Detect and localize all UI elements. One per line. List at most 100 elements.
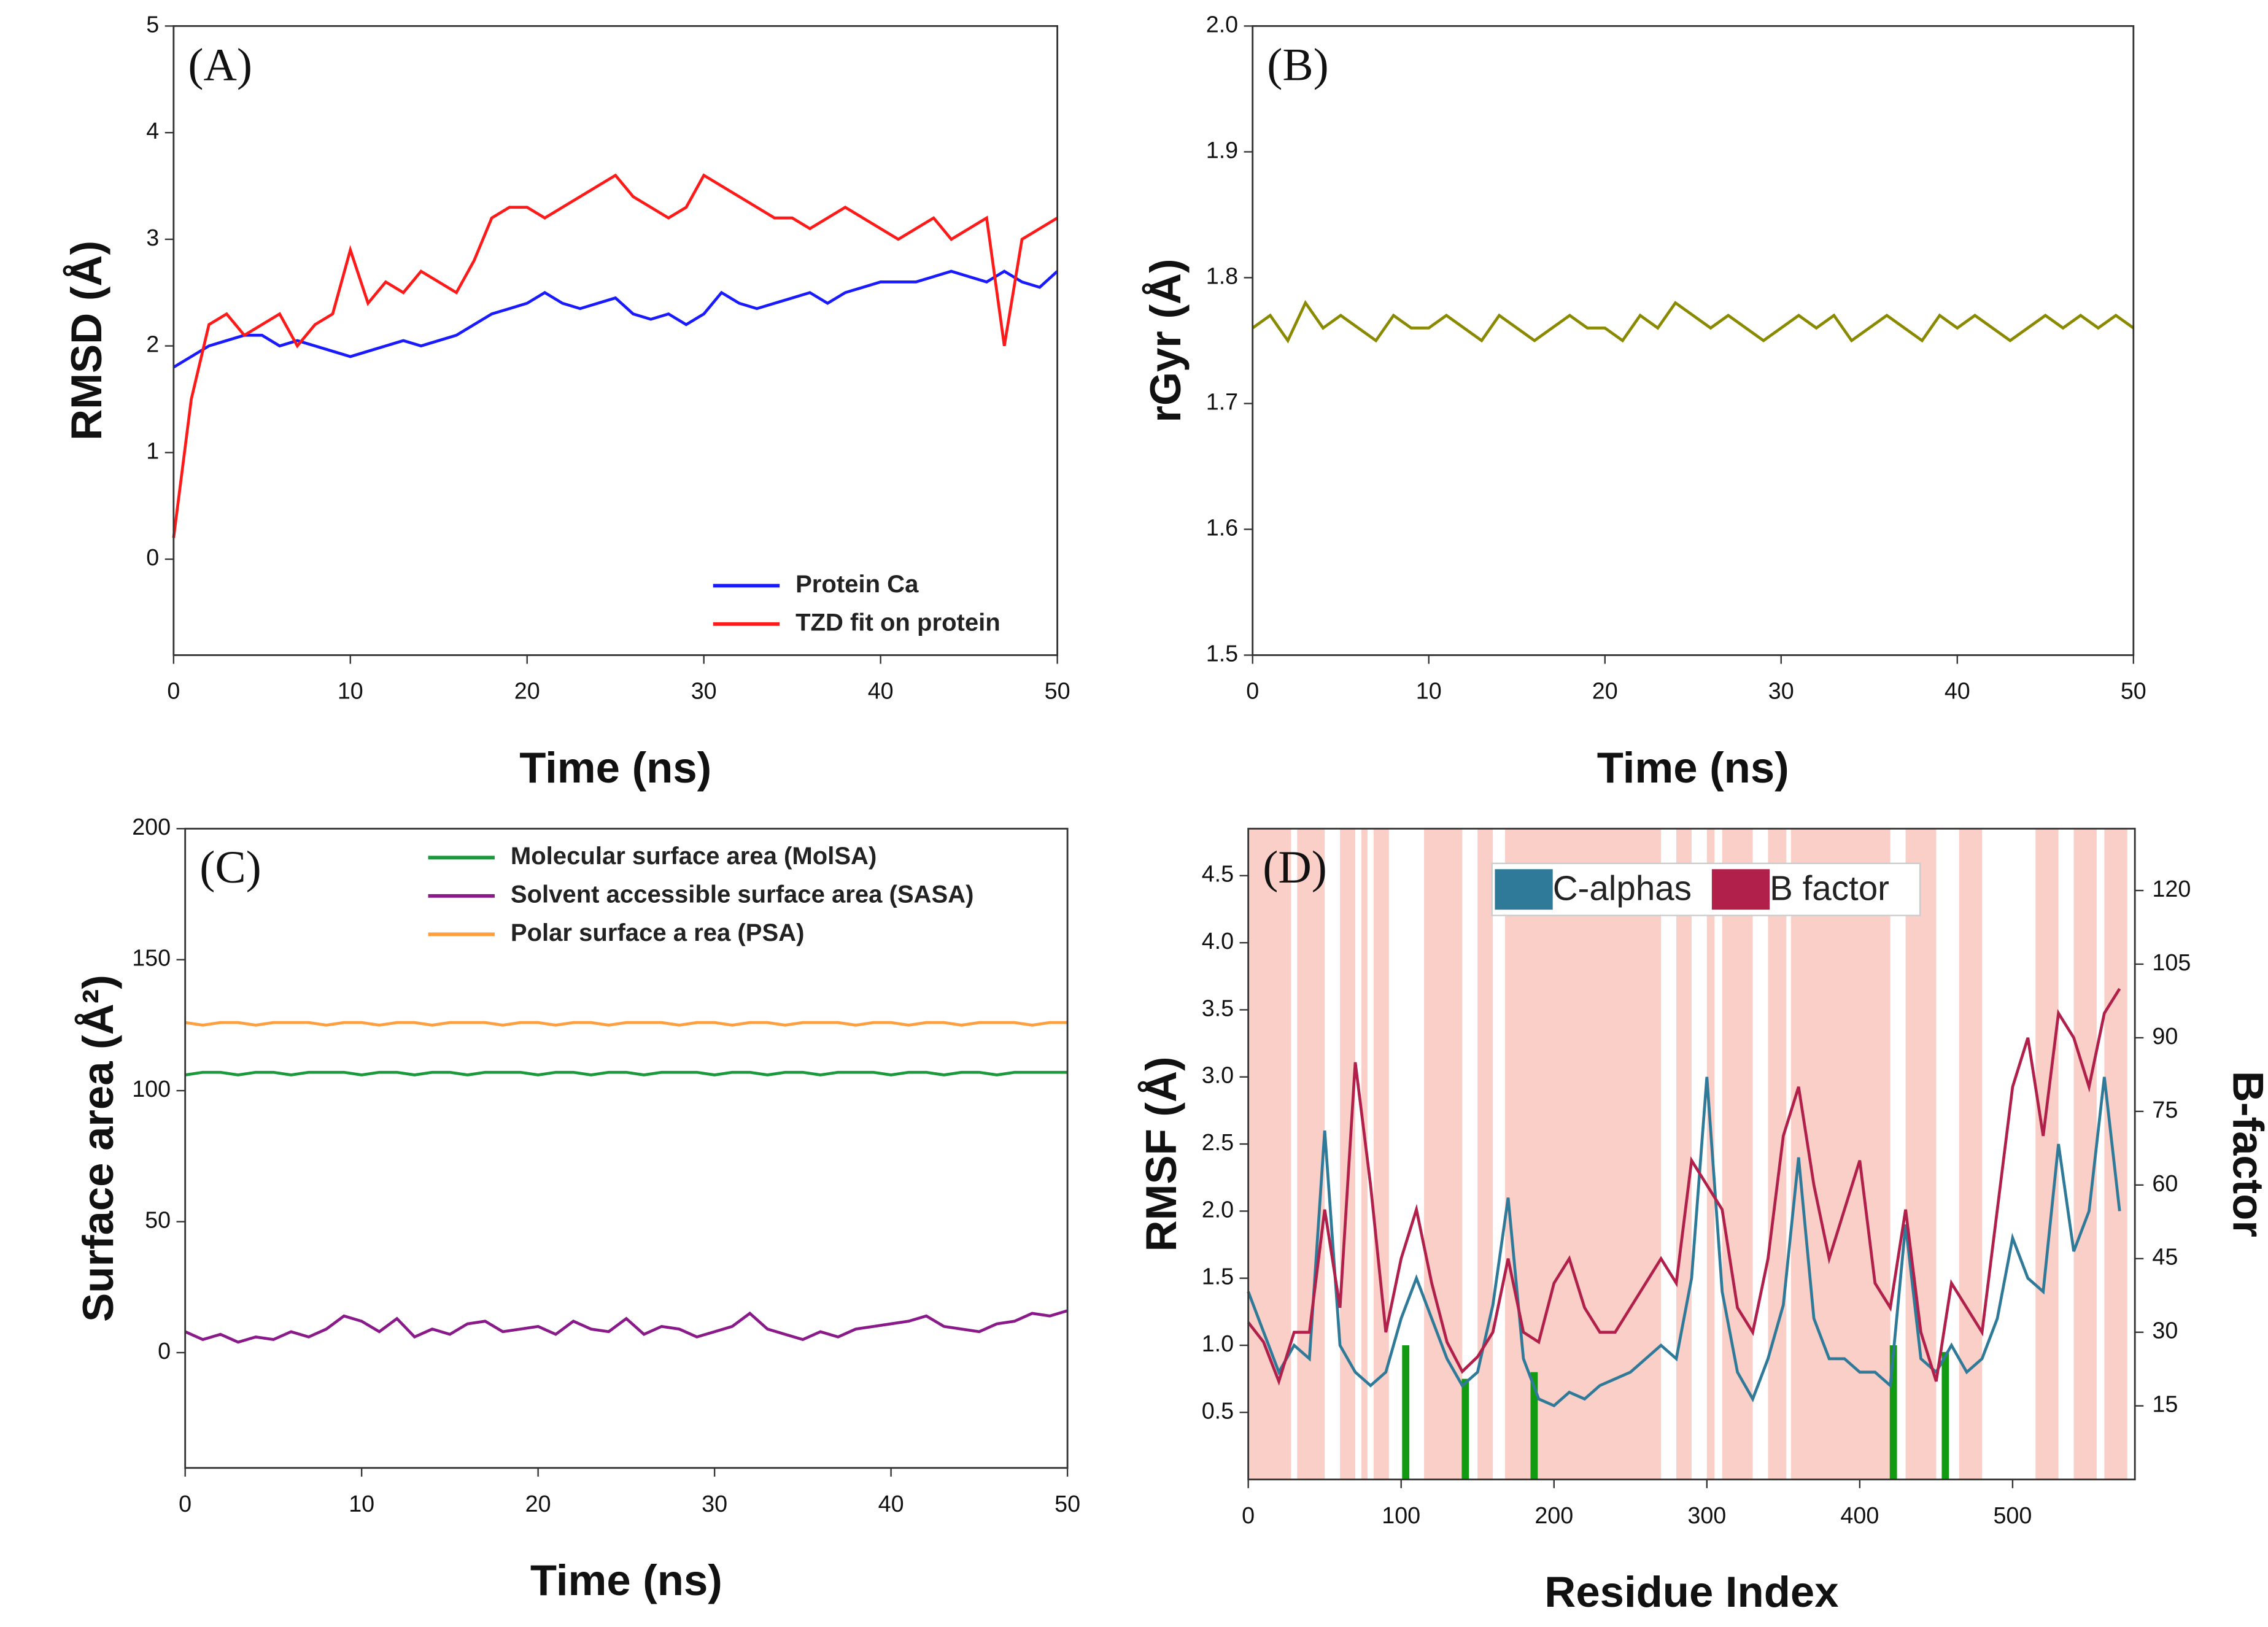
y2-tick-label: 15 [2152, 1391, 2178, 1417]
y-axis-label: Surface area (Å²) [74, 975, 122, 1322]
series-line [184, 1309, 1068, 1344]
x-tick-label: 40 [1945, 678, 1970, 704]
x-tick-label: 500 [1993, 1502, 2032, 1528]
y2-tick-label: 120 [2152, 876, 2191, 902]
x-tick-label: 0 [1246, 678, 1259, 704]
x-tick-label: 10 [349, 1491, 374, 1517]
series-line [172, 269, 1059, 369]
highlight-region [2073, 829, 2097, 1480]
highlight-region [1505, 829, 1662, 1480]
y-tick-label: 0.5 [1202, 1397, 1234, 1423]
y2-tick-label: 90 [2152, 1023, 2178, 1049]
legend-label: Solvent accessible surface area (SASA) [511, 881, 974, 908]
x-tick-label: 50 [2121, 678, 2146, 704]
y-tick-label: 200 [132, 814, 171, 840]
y2-tick-label: 45 [2152, 1244, 2178, 1270]
x-tick-label: 0 [167, 678, 180, 704]
y-tick-label: 3.5 [1202, 995, 1234, 1021]
y2-axis-label: B-factor [2224, 1071, 2268, 1237]
x-tick-label: 100 [1382, 1502, 1420, 1528]
x-tick-label: 30 [702, 1491, 727, 1517]
y-axis-label: RMSF (Å) [1137, 1056, 1185, 1251]
y2-tick-label: 75 [2152, 1097, 2178, 1123]
x-tick-label: 40 [878, 1491, 904, 1517]
y-axis-label: RMSD (Å) [62, 241, 110, 441]
plot-frame [1252, 25, 2135, 656]
panel-label: (A) [188, 39, 252, 90]
y-tick-label: 2.5 [1202, 1129, 1234, 1155]
y-tick-label: 1.9 [1206, 137, 1238, 163]
plot-frame [1247, 827, 2136, 1481]
highlight-region [1790, 829, 1891, 1480]
legend-label: C-alphas [1553, 869, 1692, 908]
x-tick-label: 50 [1045, 678, 1070, 704]
plot-frame [172, 25, 1059, 656]
legend-swatch [1711, 869, 1770, 910]
x-tick-label: 10 [338, 678, 363, 704]
x-tick-label: 400 [1840, 1502, 1879, 1528]
plot-frame [184, 827, 1069, 1469]
x-tick-label: 300 [1687, 1502, 1726, 1528]
series-line [185, 1070, 1068, 1076]
y-tick-label: 2.0 [1202, 1196, 1234, 1222]
y-tick-label: 4.0 [1202, 928, 1234, 954]
y-tick-label: 4.5 [1202, 861, 1234, 887]
contact-bar [1402, 1345, 1410, 1480]
highlight-region [1722, 829, 1753, 1480]
y-tick-label: 5 [146, 11, 159, 37]
y-tick-label: 1.5 [1206, 640, 1238, 666]
legend-label: Molecular surface area (MolSA) [511, 843, 877, 870]
highlight-region [1905, 829, 1937, 1480]
y2-tick-label: 105 [2152, 949, 2191, 975]
panel-label: (D) [1263, 842, 1327, 893]
legend-label: Protein Ca [795, 571, 919, 598]
contact-bar [1941, 1351, 1949, 1480]
y-tick-label: 1.7 [1206, 388, 1238, 414]
y-tick-label: 1.8 [1206, 263, 1238, 288]
y-tick-label: 1 [146, 438, 159, 463]
y-tick-label: 4 [146, 118, 159, 144]
series-line [172, 173, 1058, 538]
y-tick-label: 0 [158, 1338, 171, 1364]
x-tick-label: 20 [525, 1491, 551, 1517]
contact-bar [1530, 1372, 1538, 1480]
highlight-region [1248, 829, 1291, 1480]
y-axis-label: rGyr (Å) [1141, 258, 1190, 422]
x-tick-label: 0 [179, 1491, 192, 1517]
y-tick-label: 2.0 [1206, 11, 1238, 37]
highlight-region [2104, 829, 2127, 1480]
y-tick-label: 100 [132, 1076, 171, 1102]
legend-label: Polar surface a rea (PSA) [511, 919, 805, 946]
x-axis-label: Time (ns) [519, 743, 711, 792]
x-tick-label: 30 [1768, 678, 1794, 704]
x-tick-label: 10 [1416, 678, 1442, 704]
panel-label: (B) [1267, 39, 1329, 90]
contact-bar [1461, 1378, 1469, 1480]
y2-tick-label: 30 [2152, 1318, 2178, 1343]
highlight-region [2035, 829, 2059, 1480]
y-tick-label: 50 [145, 1207, 171, 1232]
y-tick-label: 3.0 [1202, 1062, 1234, 1088]
highlight-region [1477, 829, 1493, 1480]
highlight-region [1959, 829, 1983, 1480]
highlight-region [1361, 829, 1368, 1480]
panel-label: (C) [199, 842, 261, 893]
legend-label: B factor [1770, 869, 1889, 908]
y-tick-label: 0 [146, 544, 159, 570]
x-axis-label: Residue Index [1544, 1567, 1838, 1616]
contact-bar [1889, 1345, 1897, 1480]
highlight-region [1424, 829, 1463, 1480]
series-line [1247, 1076, 2121, 1408]
series-line [1247, 987, 2121, 1386]
x-tick-label: 30 [691, 678, 717, 704]
highlight-region [1676, 829, 1692, 1480]
x-axis-label: Time (ns) [1597, 743, 1789, 792]
highlight-region [1706, 829, 1715, 1480]
legend-label: TZD fit on protein [795, 609, 1000, 636]
series-line [1252, 300, 2135, 344]
x-tick-label: 200 [1535, 1502, 1573, 1528]
series-line [185, 1021, 1068, 1027]
x-tick-label: 20 [514, 678, 540, 704]
